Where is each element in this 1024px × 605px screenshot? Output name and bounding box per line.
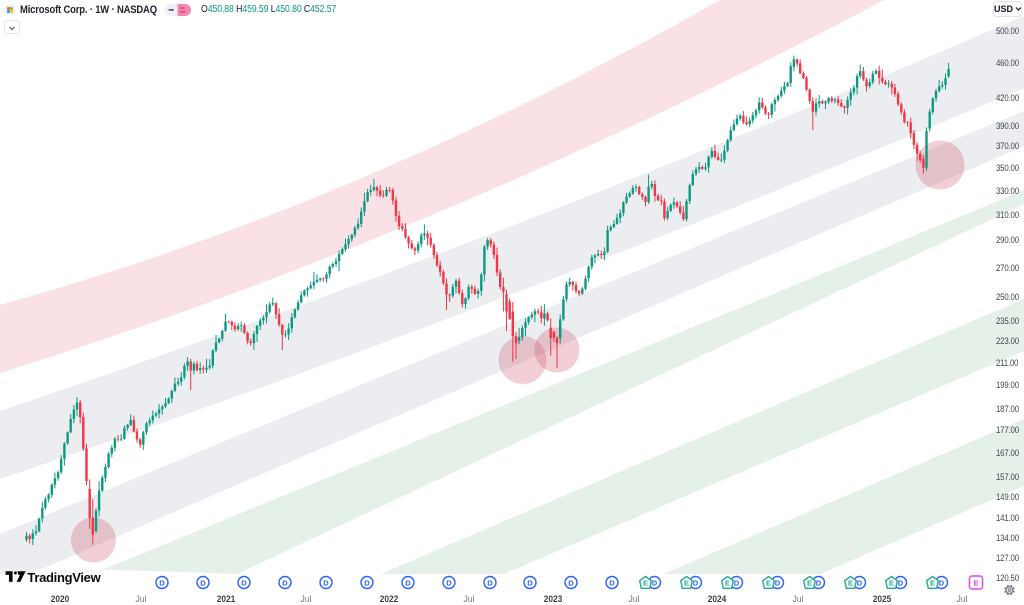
svg-text:D: D xyxy=(446,578,452,587)
svg-text:D: D xyxy=(405,578,411,587)
svg-text:D: D xyxy=(200,578,206,587)
svg-text:D: D xyxy=(857,578,863,587)
svg-text:D: D xyxy=(282,578,288,587)
svg-text:D: D xyxy=(816,578,822,587)
svg-text:D: D xyxy=(898,578,904,587)
svg-text:D: D xyxy=(487,578,493,587)
svg-text:E: E xyxy=(973,578,978,587)
svg-text:E: E xyxy=(684,578,689,587)
svg-text:D: D xyxy=(241,578,247,587)
svg-text:D: D xyxy=(652,578,658,587)
svg-text:D: D xyxy=(527,578,533,587)
svg-text:E: E xyxy=(889,578,894,587)
svg-text:D: D xyxy=(323,578,329,587)
svg-text:D: D xyxy=(693,578,699,587)
svg-text:D: D xyxy=(364,578,370,587)
svg-text:D: D xyxy=(734,578,740,587)
svg-text:E: E xyxy=(725,578,730,587)
svg-text:E: E xyxy=(766,578,771,587)
svg-text:E: E xyxy=(930,578,935,587)
svg-text:D: D xyxy=(775,578,781,587)
svg-text:E: E xyxy=(807,578,812,587)
svg-text:D: D xyxy=(609,578,615,587)
svg-text:E: E xyxy=(848,578,853,587)
svg-text:TradingView: TradingView xyxy=(27,570,101,585)
svg-text:D: D xyxy=(159,578,165,587)
svg-text:E: E xyxy=(643,578,648,587)
svg-text:D: D xyxy=(568,578,574,587)
svg-text:D: D xyxy=(939,578,945,587)
